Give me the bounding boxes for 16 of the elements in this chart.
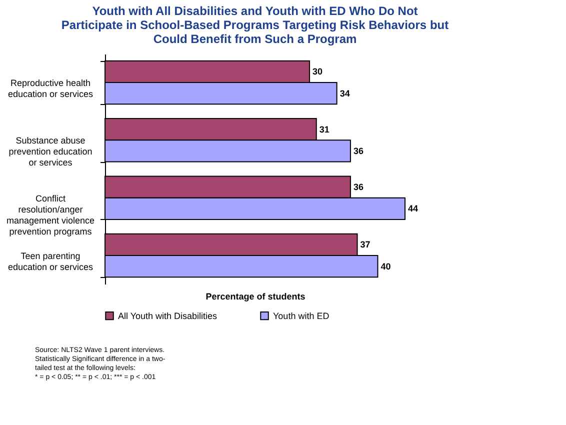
- legend-label: Youth with ED: [273, 310, 330, 321]
- y-tick-label: Substance abuse prevention education or services: [8, 136, 92, 168]
- data-label: 31: [319, 124, 330, 134]
- y-tick-label: Conflict resolution/anger management violence prevention programs: [6, 193, 95, 236]
- chart-title: Youth with All Disabilities and Youth with ED Who Do Not Participate in School-Based Programs Targeting Risk Behaviors but Could Benefit from Such a Program: [61, 4, 449, 46]
- data-label: 44: [408, 204, 418, 214]
- data-label: 34: [340, 88, 350, 98]
- data-label: 36: [353, 182, 364, 192]
- data-label: 30: [312, 66, 323, 77]
- y-tick-label: Reproductive health education or services: [8, 78, 94, 100]
- data-label: 37: [360, 240, 370, 250]
- data-label: 40: [380, 261, 391, 272]
- legend-label: All Youth with Disabilities: [118, 310, 218, 321]
- x-axis-title: Percentage of students: [206, 292, 306, 302]
- data-label: 36: [353, 146, 364, 156]
- y-tick-label: Teen parenting education or services: [8, 250, 94, 272]
